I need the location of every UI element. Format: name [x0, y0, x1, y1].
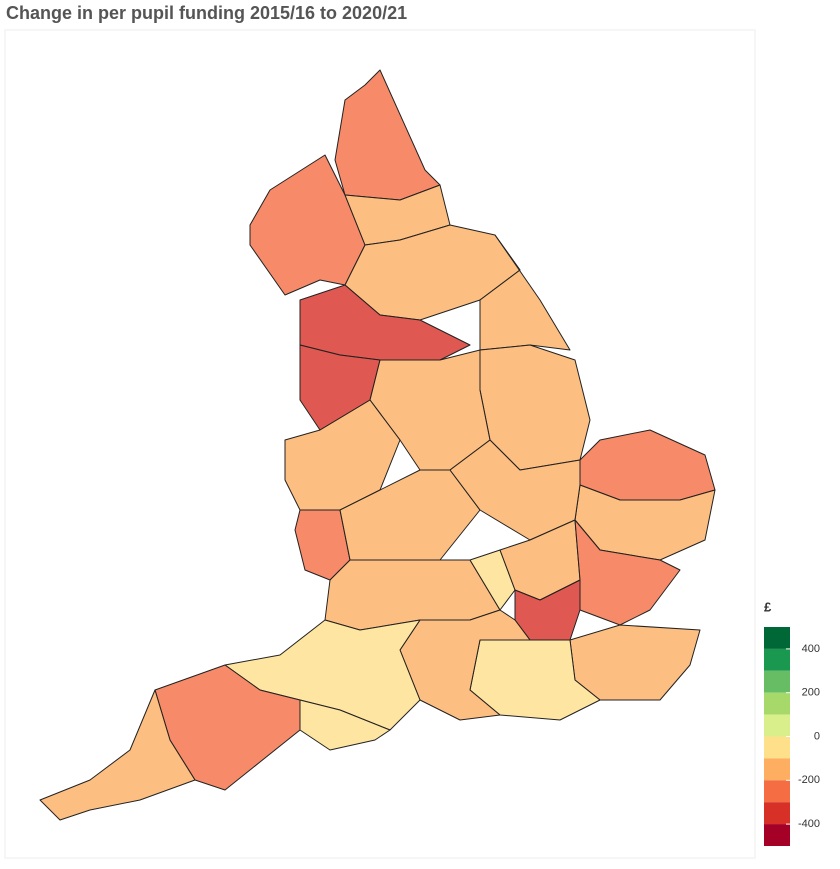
legend-tick-label: 0	[814, 730, 820, 742]
region	[334, 69, 441, 201]
legend-bin	[764, 714, 790, 737]
region	[569, 624, 701, 701]
region	[39, 689, 196, 821]
legend: 400 200 0 -200 -400	[764, 627, 820, 846]
regions	[39, 69, 716, 821]
map-title: Change in per pupil funding 2015/16 to 2…	[6, 3, 407, 23]
legend-bin	[764, 802, 790, 825]
map-frame	[4, 29, 756, 859]
legend-title: £	[764, 599, 772, 614]
legend-bin	[764, 780, 790, 803]
legend-bin	[764, 824, 790, 846]
legend-tick-label: -400	[798, 818, 820, 830]
legend-tick-label: -200	[798, 774, 820, 786]
legend-bin	[764, 648, 790, 671]
legend-bin	[764, 736, 790, 759]
legend-bin	[764, 758, 790, 781]
region	[579, 429, 716, 501]
legend-bin	[764, 627, 790, 649]
region	[449, 439, 581, 541]
legend-bin	[764, 670, 790, 693]
legend-tick-label: 200	[802, 687, 820, 699]
legend-tick-label: 400	[802, 643, 820, 655]
legend-bin	[764, 692, 790, 715]
